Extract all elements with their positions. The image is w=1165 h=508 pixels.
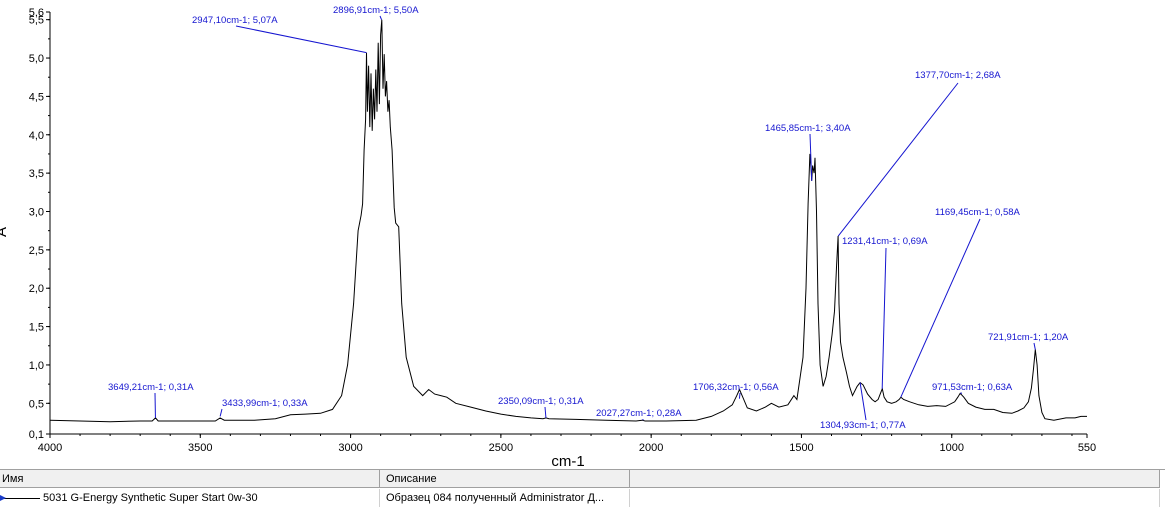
y-tick-label: 0,1 [29,429,44,441]
annotation-label: 3649,21cm-1; 0,31A [108,382,194,393]
y-tick-label: 5,0 [29,53,44,65]
x-tick-label: 1500 [789,442,813,454]
y-tick-label: 4,5 [29,91,44,103]
y-tick-label: 2,5 [29,245,44,257]
annotation-label: 1169,45cm-1; 0,58A [935,207,1021,218]
spectrum-chart: 0,10,51,01,52,02,53,03,54,04,55,05,55,6 … [0,0,1165,469]
annotation-label: 1465,85cm-1; 3,40A [765,123,851,134]
y-tick-label: 4,0 [29,130,44,142]
annotation-label: 1706,32cm-1; 0,56A [693,382,779,393]
x-tick-label: 2000 [639,442,663,454]
legend-header-name[interactable]: Имя [0,470,380,488]
annotation-label: 2896,91cm-1; 5,50A [333,5,419,16]
y-tick-label: 1,5 [29,322,44,334]
y-tick-label: 0,5 [29,398,44,410]
y-ticks: 0,10,51,01,52,02,53,03,54,04,55,05,55,6 [29,7,50,441]
y-tick-label: 5,6 [29,7,44,19]
legend-row-name: 5031 G-Energy Synthetic Super Start 0w-3… [43,492,258,504]
annotation-label: 1377,70cm-1; 2,68A [915,70,1001,81]
legend-row-description: Образец 084 полученный Administrator Д..… [386,492,604,504]
annotation-leader [545,407,546,418]
y-tick-label: 3,0 [29,206,44,218]
annotation-leader [739,393,740,399]
y-axis-title: A [0,227,10,237]
annotation-label: 2027,27cm-1; 0,28A [596,408,682,419]
x-tick-label: 2500 [489,442,513,454]
annotation-label: 3433,99cm-1; 0,33A [222,398,308,409]
annotation-leader [882,248,886,389]
legend-row-empty [630,489,1160,507]
x-axis-title: cm-1 [551,453,584,469]
annotation-label: 1231,41cm-1; 0,69A [842,236,928,247]
annotation-leader [380,16,382,20]
annotation-label: 1304,93cm-1; 0,77A [820,420,906,431]
y-tick-label: 1,0 [29,360,44,372]
legend-row-description-cell[interactable]: Образец 084 полученный Administrator Д..… [380,489,630,507]
annotation-leader [236,26,366,53]
peak-annotations: 3649,21cm-1; 0,31A 3433,99cm-1; 0,33A 2947… [108,5,1069,431]
y-tick-label: 3,5 [29,168,44,180]
annotation-leader [220,409,222,416]
annotation-label: 721,91cm-1; 1,20A [988,332,1069,343]
legend-header-empty [630,470,1160,488]
series-swatch-icon [2,498,40,499]
x-tick-label: 550 [1078,442,1096,454]
x-tick-label: 3000 [338,442,362,454]
legend-header-description[interactable]: Описание [380,470,630,488]
annotation-label: 971,53cm-1; 0,63A [932,382,1013,393]
legend-row-name-cell[interactable]: 5031 G-Energy Synthetic Super Start 0w-3… [0,489,380,507]
arrow-right-icon [0,495,6,501]
legend-table: Имя Описание 5031 G-Energy Synthetic Sup… [0,469,1165,508]
legend-row[interactable]: 5031 G-Energy Synthetic Super Start 0w-3… [0,489,1165,507]
annotation-label: 2947,10cm-1; 5,07A [192,15,278,26]
x-tick-label: 4000 [38,442,62,454]
annotation-label: 2350,09cm-1; 0,31A [498,396,584,407]
x-tick-label: 3500 [188,442,212,454]
y-tick-label: 2,0 [29,283,44,295]
annotation-leader [1034,343,1035,350]
legend-header-row: Имя Описание [0,470,1165,488]
x-ticks: 4000 3500 3000 2500 2000 1500 1000 550 [38,434,1096,454]
x-tick-label: 1000 [939,442,963,454]
